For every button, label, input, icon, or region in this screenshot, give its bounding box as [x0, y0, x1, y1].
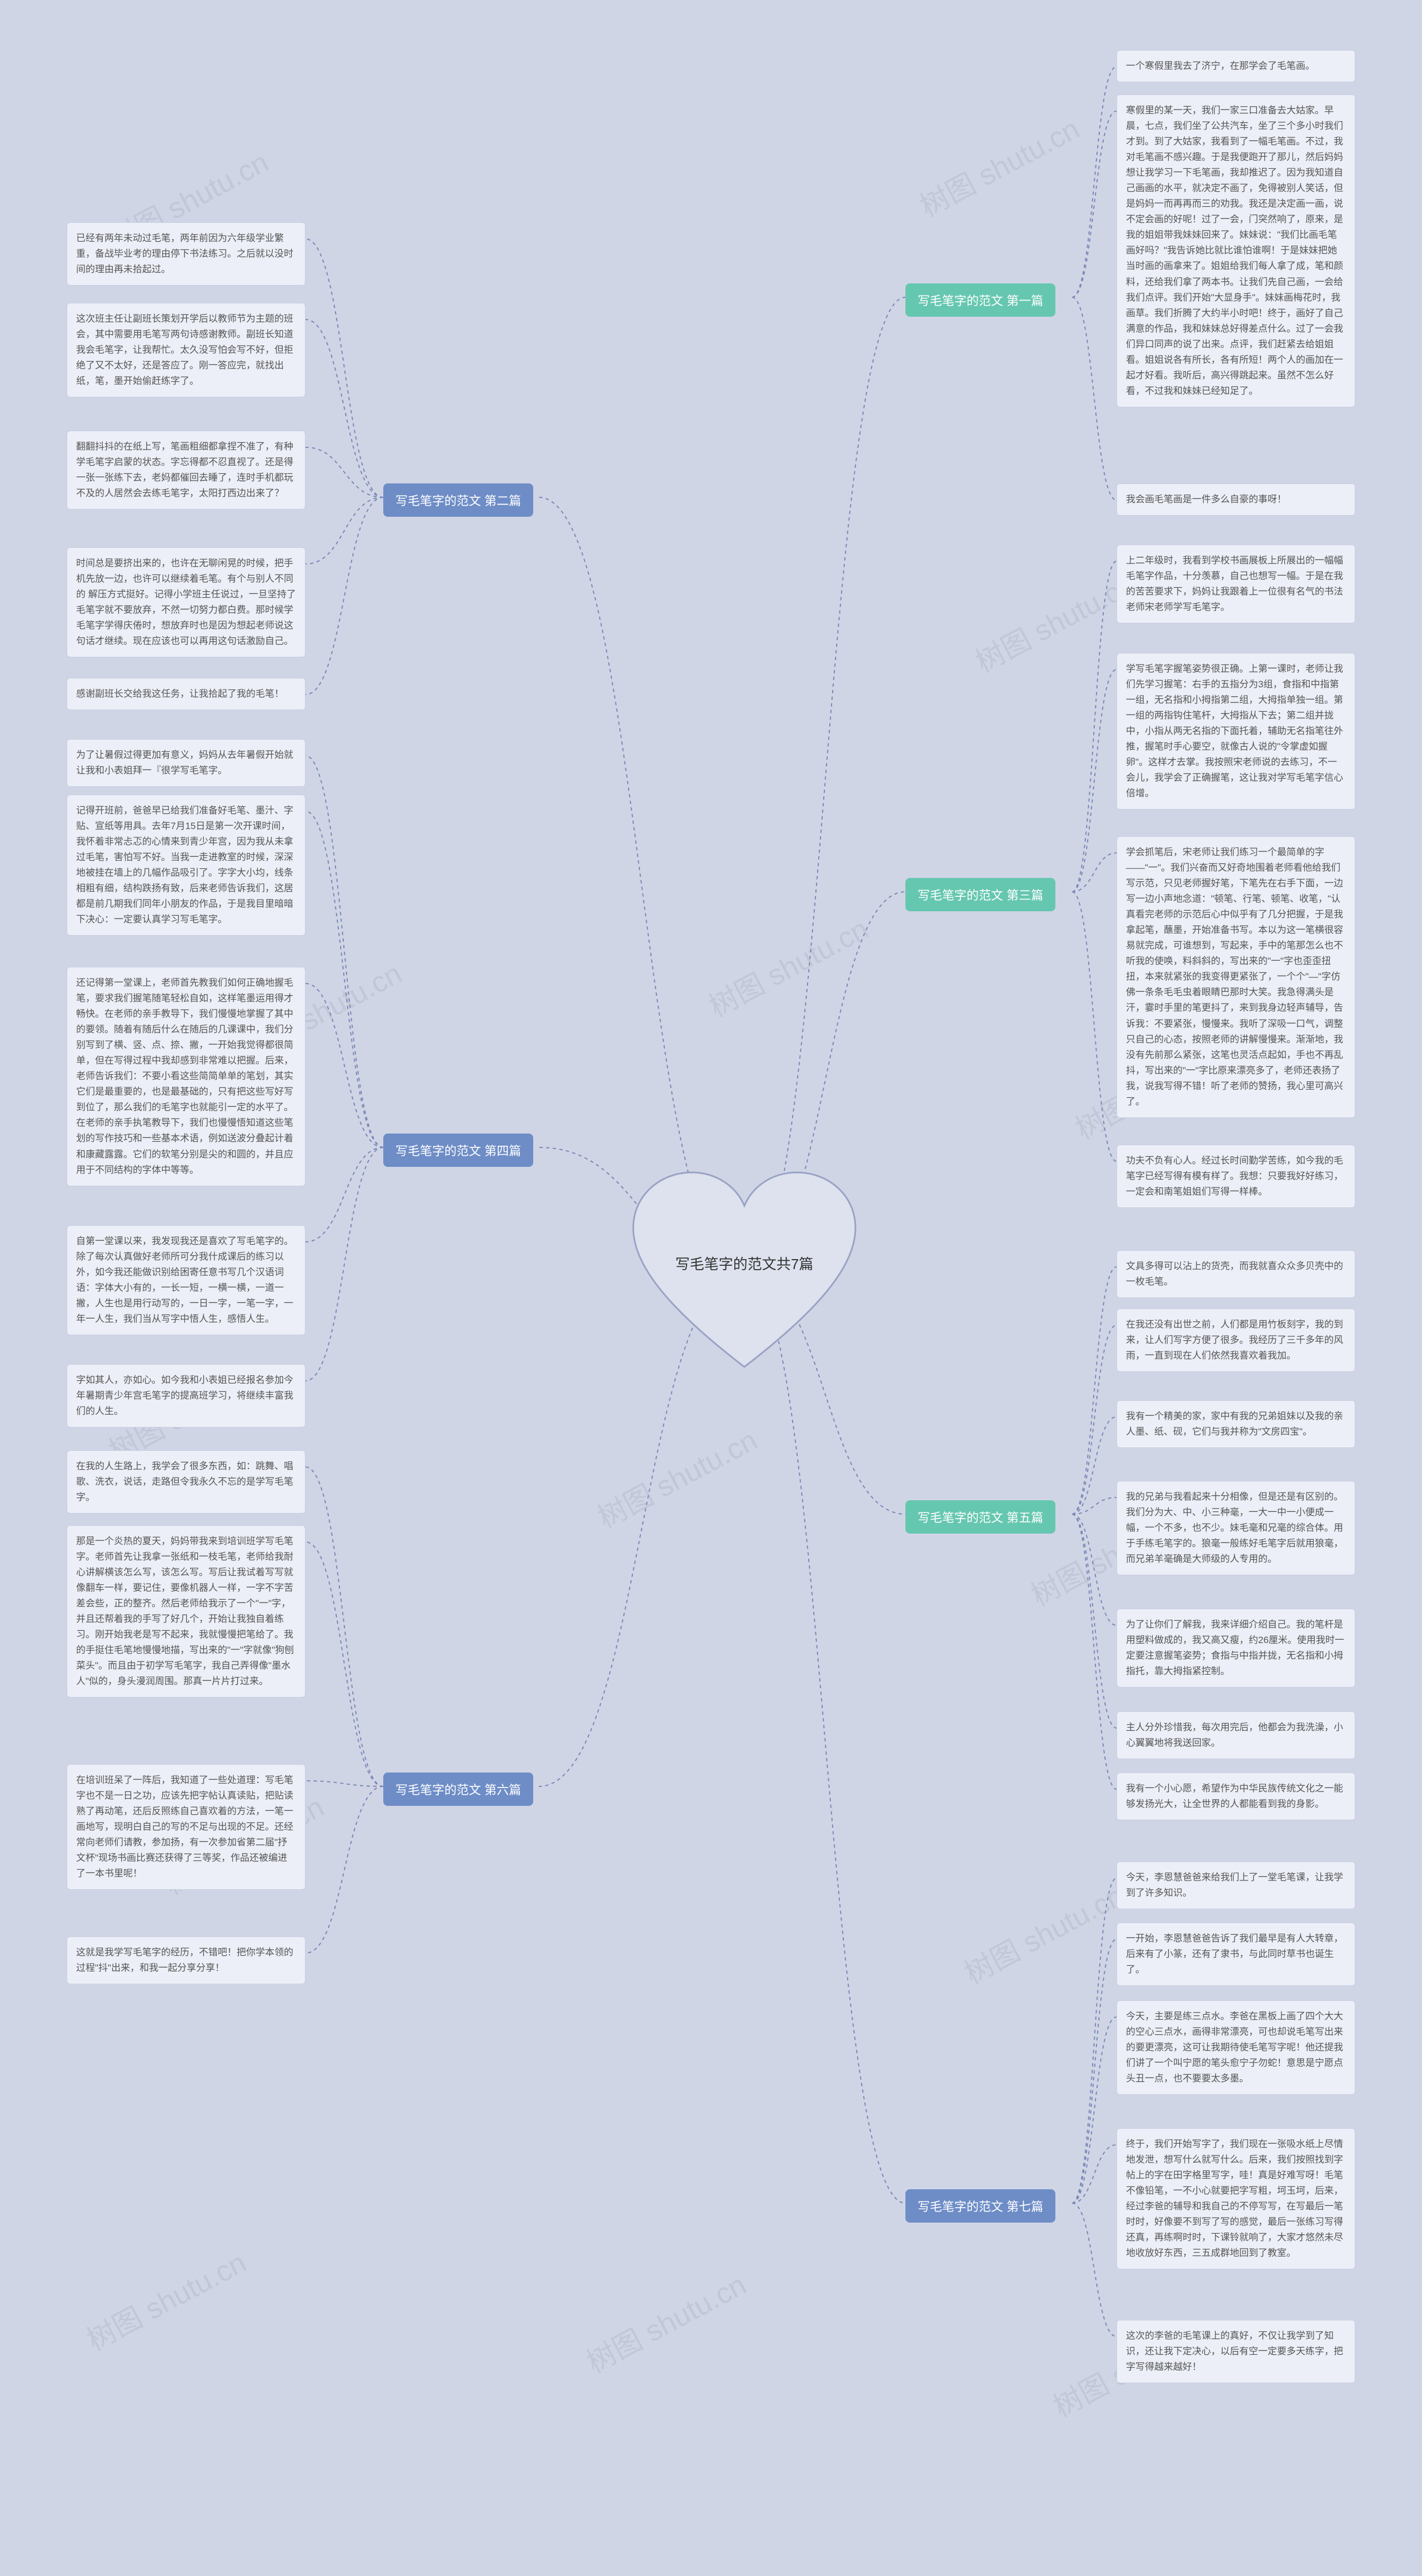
- note-box: 还记得第一堂课上，老师首先教我们如何正确地握毛笔，要求我们握笔随笔轻松自如，这样…: [67, 967, 306, 1186]
- note-box: 为了让你们了解我，我来详细介绍自己。我的笔杆是用塑料做成的，我又高又瘦，约26厘…: [1116, 1609, 1355, 1688]
- note-box: 我的兄弟与我看起来十分相像，但是还是有区别的。我们分为大、中、小三种毫，一大一中…: [1116, 1481, 1355, 1575]
- note-box: 一个寒假里我去了济宁，在那学会了毛笔画。: [1116, 50, 1355, 82]
- branch-label-b5[interactable]: 写毛笔字的范文 第五篇: [905, 1500, 1055, 1534]
- note-box: 在我还没有出世之前，人们都是用竹板刻字，我的到来，让人们写字方便了很多。我经历了…: [1116, 1309, 1355, 1372]
- note-box: 记得开班前，爸爸早已给我们准备好毛笔、墨汁、字贴、宣纸等用具。去年7月15日是第…: [67, 795, 306, 936]
- note-box: 已经有两年未动过毛笔，两年前因为六年级学业繁重，备战毕业考的理由停下书法练习。之…: [67, 222, 306, 286]
- note-box: 主人分外珍惜我，每次用完后，他都会为我洗澡，小心翼翼地将我送回家。: [1116, 1711, 1355, 1759]
- note-box: 自第一堂课以来，我发现我还是喜欢了写毛笔字的。除了每次认真做好老师所可分我什成课…: [67, 1225, 306, 1335]
- branch-label-b2[interactable]: 写毛笔字的范文 第二篇: [383, 483, 533, 517]
- branch-label-b7[interactable]: 写毛笔字的范文 第七篇: [905, 2189, 1055, 2223]
- center-node: 写毛笔字的范文共7篇: [628, 1167, 861, 1378]
- watermark: 树图 shutu.cn: [967, 561, 1141, 680]
- branch-label-b4[interactable]: 写毛笔字的范文 第四篇: [383, 1134, 533, 1167]
- note-box: 感谢副班长交给我这任务，让我拾起了我的毛笔！: [67, 678, 306, 710]
- branch-label-b6[interactable]: 写毛笔字的范文 第六篇: [383, 1773, 533, 1806]
- note-box: 那是一个炎热的夏天，妈妈带我来到培训班学写毛笔字。老师首先让我拿一张纸和一枝毛笔…: [67, 1525, 306, 1698]
- note-box: 终于，我们开始写字了，我们现在一张吸水纸上尽情地发泄，想写什么就写什么。后来，我…: [1116, 2128, 1355, 2269]
- note-box: 我会画毛笔画是一件多么自豪的事呀！: [1116, 483, 1355, 516]
- branch-label-b1[interactable]: 写毛笔字的范文 第一篇: [905, 283, 1055, 317]
- note-box: 学写毛笔字握笔姿势很正确。上第一课时，老师让我们先学习握笔：右手的五指分为3组，…: [1116, 653, 1355, 810]
- watermark: 树图 shutu.cn: [589, 1417, 763, 1536]
- note-box: 我有一个小心愿，希望作为中华民族传统文化之一能够发扬光大，让全世界的人都能看到我…: [1116, 1773, 1355, 1820]
- note-box: 功夫不负有心人。经过长时间勤学苦练，如今我的毛笔字已经写得有模有样了。我想：只要…: [1116, 1145, 1355, 1208]
- watermark: 树图 shutu.cn: [956, 1873, 1130, 1991]
- note-box: 翻翻抖抖的在纸上写，笔画粗细都拿捏不准了，有种学毛笔字启蒙的状态。字忘得都不忍直…: [67, 431, 306, 510]
- note-box: 学会抓笔后，宋老师让我们练习一个最简单的字——"一"。我们兴奋而又好奇地围着老师…: [1116, 836, 1355, 1118]
- watermark: 树图 shutu.cn: [78, 2239, 252, 2358]
- note-box: 文具多得可以沾上的货壳，而我就喜众众多贝壳中的一枚毛笔。: [1116, 1250, 1355, 1298]
- watermark: 树图 shutu.cn: [578, 2262, 752, 2380]
- note-box: 一开始，李恩慧爸爸告诉了我们最早是有人大转章，后来有了小篆，还有了隶书，与此同时…: [1116, 1923, 1355, 1986]
- note-box: 寒假里的某一天，我们一家三口准备去大姑家。早晨，七点，我们坐了公共汽车，坐了三个…: [1116, 94, 1355, 407]
- note-box: 在培训班呆了一阵后，我知道了一些处道理：写毛笔字也不是一日之功，应该先把字帖认真…: [67, 1764, 306, 1890]
- note-box: 这次的李爸的毛笔课上的真好，不仅让我学到了知识，还让我下定决心，以后有空一定要多…: [1116, 2320, 1355, 2383]
- note-box: 我有一个精美的家，家中有我的兄弟姐妹以及我的亲人墨、纸、砚，它们与我并称为"文房…: [1116, 1400, 1355, 1448]
- note-box: 这次班主任让副班长策划开学后以教师节为主题的班会，其中需要用毛笔写两句诗感谢教师…: [67, 303, 306, 397]
- watermark: 树图 shutu.cn: [912, 106, 1085, 224]
- note-box: 今天，主要是练三点水。李爸在黑板上画了四个大大的空心三点水，画得非常漂亮，可也却…: [1116, 2000, 1355, 2095]
- watermark: 树图 shutu.cn: [700, 906, 874, 1025]
- note-box: 时间总是要挤出来的，也许在无聊闲晃的时候，把手机先放一边，也许可以继续着毛笔。有…: [67, 547, 306, 657]
- note-box: 在我的人生路上，我学会了很多东西，如：跳舞、唱歌、洗衣，说话，走路但令我永久不忘…: [67, 1450, 306, 1514]
- note-box: 上二年级时，我看到学校书画展板上所展出的一幅幅毛笔字作品，十分羡慕，自己也想写一…: [1116, 545, 1355, 623]
- note-box: 今天，李恩慧爸爸来给我们上了一堂毛笔课，让我学到了许多知识。: [1116, 1861, 1355, 1909]
- branch-label-b3[interactable]: 写毛笔字的范文 第三篇: [905, 878, 1055, 911]
- center-title: 写毛笔字的范文共7篇: [628, 1253, 861, 1274]
- note-box: 这就是我学写毛笔字的经历，不错吧！把你学本领的过程"抖"出来，和我一起分享分享！: [67, 1936, 306, 1984]
- note-box: 字如其人，亦如心。如今我和小表姐已经报名参加今年暑期青少年宫毛笔字的提高班学习，…: [67, 1364, 306, 1427]
- note-box: 为了让暑假过得更加有意义，妈妈从去年暑假开始就让我和小表姐拜一『很学写毛笔字。: [67, 739, 306, 787]
